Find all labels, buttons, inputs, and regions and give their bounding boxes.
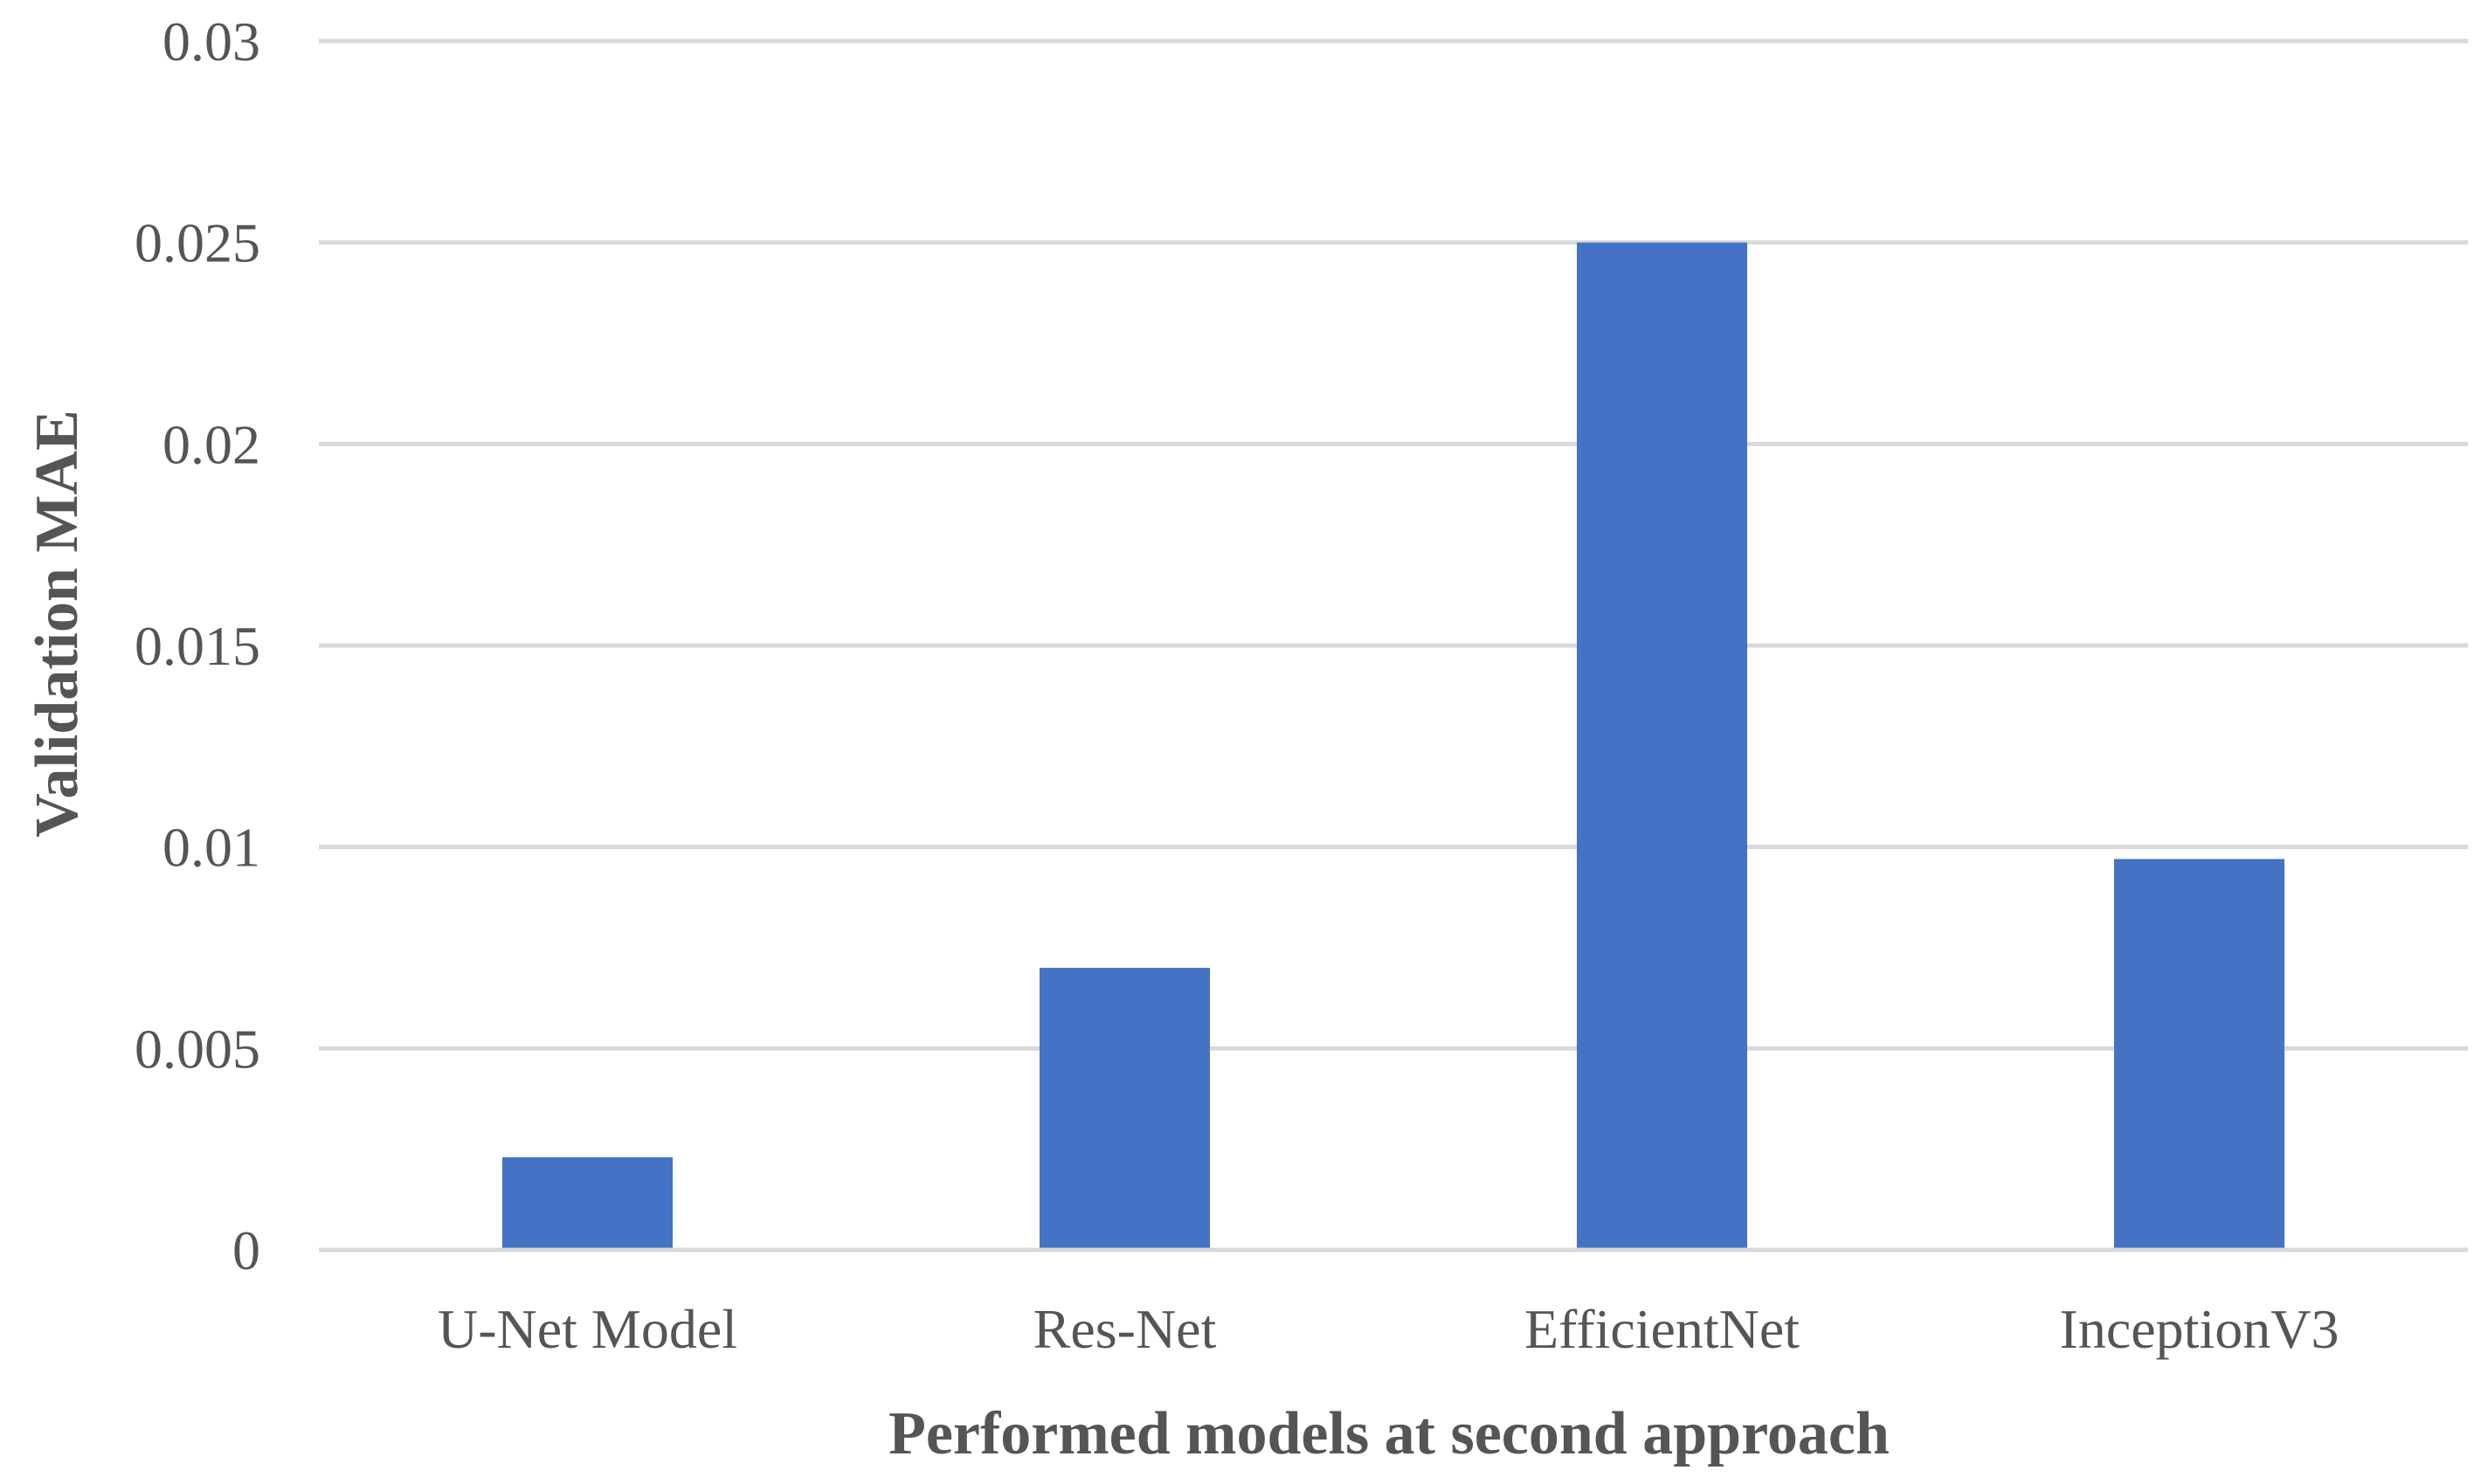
y-tick-label: 0.01 bbox=[162, 817, 260, 879]
y-tick-labels: 0 0.005 0.01 0.015 0.02 0.025 0.03 bbox=[135, 10, 260, 1281]
bar-efficientnet bbox=[1577, 242, 1747, 1251]
y-tick-label: 0.03 bbox=[162, 10, 260, 72]
y-tick-label: 0.015 bbox=[135, 615, 260, 677]
y-tick-label: 0.005 bbox=[135, 1018, 260, 1080]
x-tick-label: InceptionV3 bbox=[2060, 1298, 2339, 1360]
y-axis-title: Validation MAE bbox=[24, 410, 91, 837]
y-tick-label: 0.025 bbox=[135, 212, 260, 274]
gridlines bbox=[319, 38, 2468, 1253]
x-tick-label: EfficientNet bbox=[1524, 1298, 1800, 1360]
bar-inceptionv3 bbox=[2114, 859, 2284, 1250]
bars bbox=[319, 242, 2468, 1253]
y-tick-label: 0 bbox=[232, 1219, 260, 1281]
x-tick-label: U-Net Model bbox=[438, 1298, 737, 1360]
bar-u-net-model bbox=[502, 1156, 673, 1250]
x-tick-label: Res-Net bbox=[1033, 1298, 1217, 1360]
x-tick-labels: U-Net Model Res-Net EfficientNet InceptionV… bbox=[438, 1298, 2339, 1360]
bar-res-net bbox=[1040, 968, 1210, 1250]
y-tick-label: 0.02 bbox=[162, 413, 260, 475]
x-axis-title: Performed models at second approach bbox=[888, 1400, 1890, 1467]
